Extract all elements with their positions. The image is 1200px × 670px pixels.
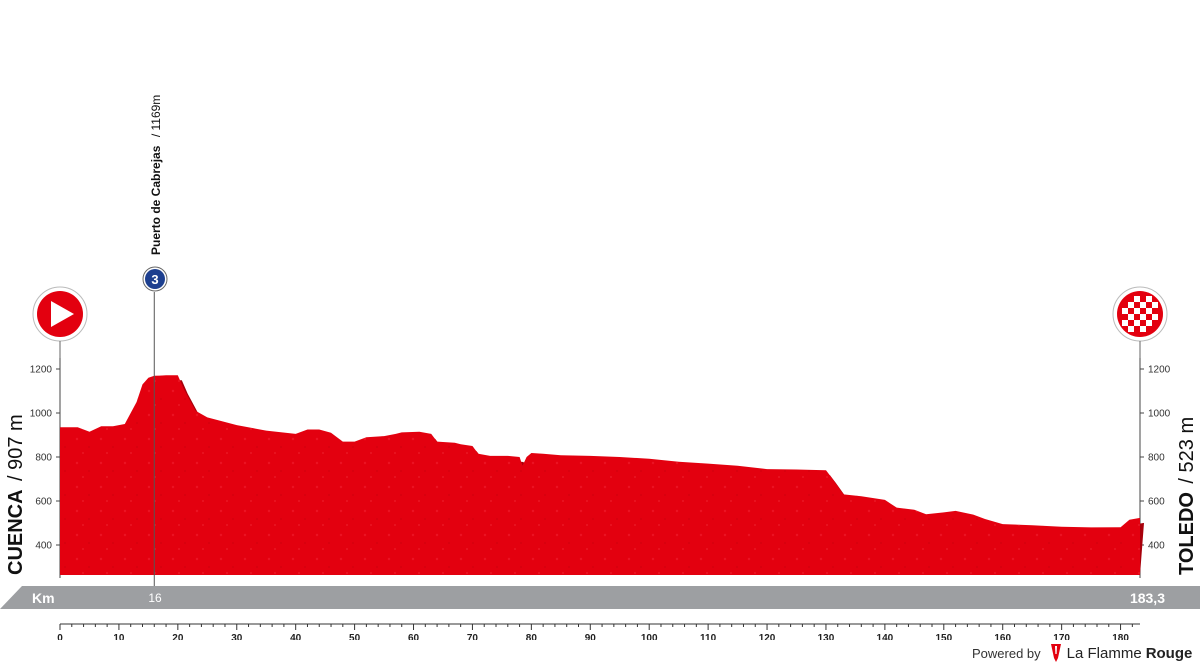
y-tick-label-left-1000: 1000	[30, 409, 53, 420]
x-tick-label-170: 170	[1053, 633, 1070, 640]
x-tick-label-110: 110	[700, 633, 717, 640]
checker-square	[1146, 326, 1152, 332]
x-tick-label-150: 150	[935, 633, 952, 640]
km-band-climb-km: 16	[148, 591, 162, 605]
checker-square	[1128, 302, 1134, 308]
x-tick-label-100: 100	[641, 633, 658, 640]
x-tick-label-140: 140	[877, 633, 894, 640]
checker-square	[1140, 308, 1146, 314]
checker-square	[1140, 326, 1146, 332]
checker-square	[1122, 314, 1128, 320]
x-tick-label-30: 30	[231, 633, 243, 640]
checker-square	[1122, 320, 1128, 326]
km-band	[0, 586, 1200, 609]
checkered-flag-icon	[1122, 296, 1158, 332]
checker-square	[1134, 320, 1140, 326]
checker-square	[1140, 302, 1146, 308]
checker-square	[1146, 296, 1152, 302]
checker-square	[1146, 320, 1152, 326]
play-icon	[51, 301, 74, 327]
x-tick-label-90: 90	[585, 633, 597, 640]
y-tick-label-right-400: 400	[1148, 541, 1165, 552]
x-tick-label-50: 50	[349, 633, 361, 640]
x-tick-label-180: 180	[1112, 633, 1129, 640]
start-marker	[32, 286, 88, 358]
checker-square	[1128, 326, 1134, 332]
start-town-label: CUENCA / 907 m	[5, 414, 27, 575]
x-tick-label-10: 10	[113, 633, 125, 640]
y-tick-label-left-600: 600	[35, 497, 52, 508]
x-tick-label-0: 0	[57, 633, 63, 640]
checker-square	[1122, 302, 1128, 308]
flame-icon	[1050, 644, 1061, 662]
x-tick-label-20: 20	[172, 633, 184, 640]
x-ticks: 0 10 20 30 40 50 60 70 80 90 100 110 120 130 140 150 160…	[57, 624, 1133, 640]
x-tick-label-80: 80	[526, 633, 538, 640]
x-tick-label-40: 40	[290, 633, 302, 640]
y-tick-label-left-1200: 1200	[30, 365, 53, 376]
checker-square	[1152, 302, 1158, 308]
finish-altitude: / 523 m	[1176, 417, 1198, 484]
checker-square	[1146, 314, 1152, 320]
x-tick-label-120: 120	[759, 633, 776, 640]
y-tick-label-right-1200: 1200	[1148, 365, 1171, 376]
checker-square	[1134, 308, 1140, 314]
checker-square	[1140, 296, 1146, 302]
km-band-left-label: Km	[32, 590, 55, 606]
climb-marker: 3 Puerto de Cabrejas / 1169m	[142, 95, 168, 598]
finish-marker	[1112, 286, 1168, 358]
y-tick-label-right-600: 600	[1148, 497, 1165, 508]
climb-name: Puerto de Cabrejas	[149, 145, 163, 255]
checker-square	[1122, 308, 1128, 314]
km-band-total: 183,3	[1130, 590, 1165, 606]
y-tick-label-left-800: 800	[35, 453, 52, 464]
checker-square	[1134, 326, 1140, 332]
climb-badge	[145, 269, 165, 289]
start-altitude: / 907 m	[5, 414, 27, 481]
finish-town: TOLEDO	[1176, 492, 1198, 575]
y-tick-label-left-400: 400	[35, 541, 52, 552]
climb-category: 3	[151, 272, 158, 287]
brand-name-a: La Flamme	[1066, 644, 1142, 662]
profile-texture	[60, 375, 1140, 575]
climb-altitude: / 1169m	[149, 95, 163, 137]
checker-square	[1128, 308, 1134, 314]
y-ticks: 400 400 600 600 800 800 1000 1000 1200 1200	[30, 365, 1171, 552]
y-tick-label-right-800: 800	[1148, 453, 1165, 464]
checker-square	[1140, 320, 1146, 326]
checker-square	[1128, 296, 1134, 302]
brand-name-b: Rouge	[1145, 644, 1193, 662]
checker-square	[1134, 302, 1140, 308]
start-town: CUENCA	[5, 489, 27, 575]
y-tick-label-right-1000: 1000	[1148, 409, 1171, 420]
checker-square	[1146, 302, 1152, 308]
checker-square	[1134, 296, 1140, 302]
checker-square	[1146, 308, 1152, 314]
checker-square	[1128, 320, 1134, 326]
x-tick-label-130: 130	[818, 633, 835, 640]
x-tick-label-160: 160	[994, 633, 1011, 640]
finish-town-label: TOLEDO / 523 m	[1176, 417, 1198, 575]
checker-square	[1152, 314, 1158, 320]
climb-label: Puerto de Cabrejas / 1169m	[147, 95, 164, 255]
x-tick-label-60: 60	[408, 633, 420, 640]
powered-by-text: Powered by	[972, 645, 1041, 661]
footer-credit: Powered by La Flamme Rouge	[972, 644, 1192, 662]
x-tick-label-70: 70	[467, 633, 479, 640]
checker-square	[1140, 314, 1146, 320]
brand-logo: La Flamme Rouge	[1049, 644, 1193, 662]
checker-square	[1128, 314, 1134, 320]
checker-square	[1152, 320, 1158, 326]
checker-square	[1134, 314, 1140, 320]
checker-square	[1152, 308, 1158, 314]
